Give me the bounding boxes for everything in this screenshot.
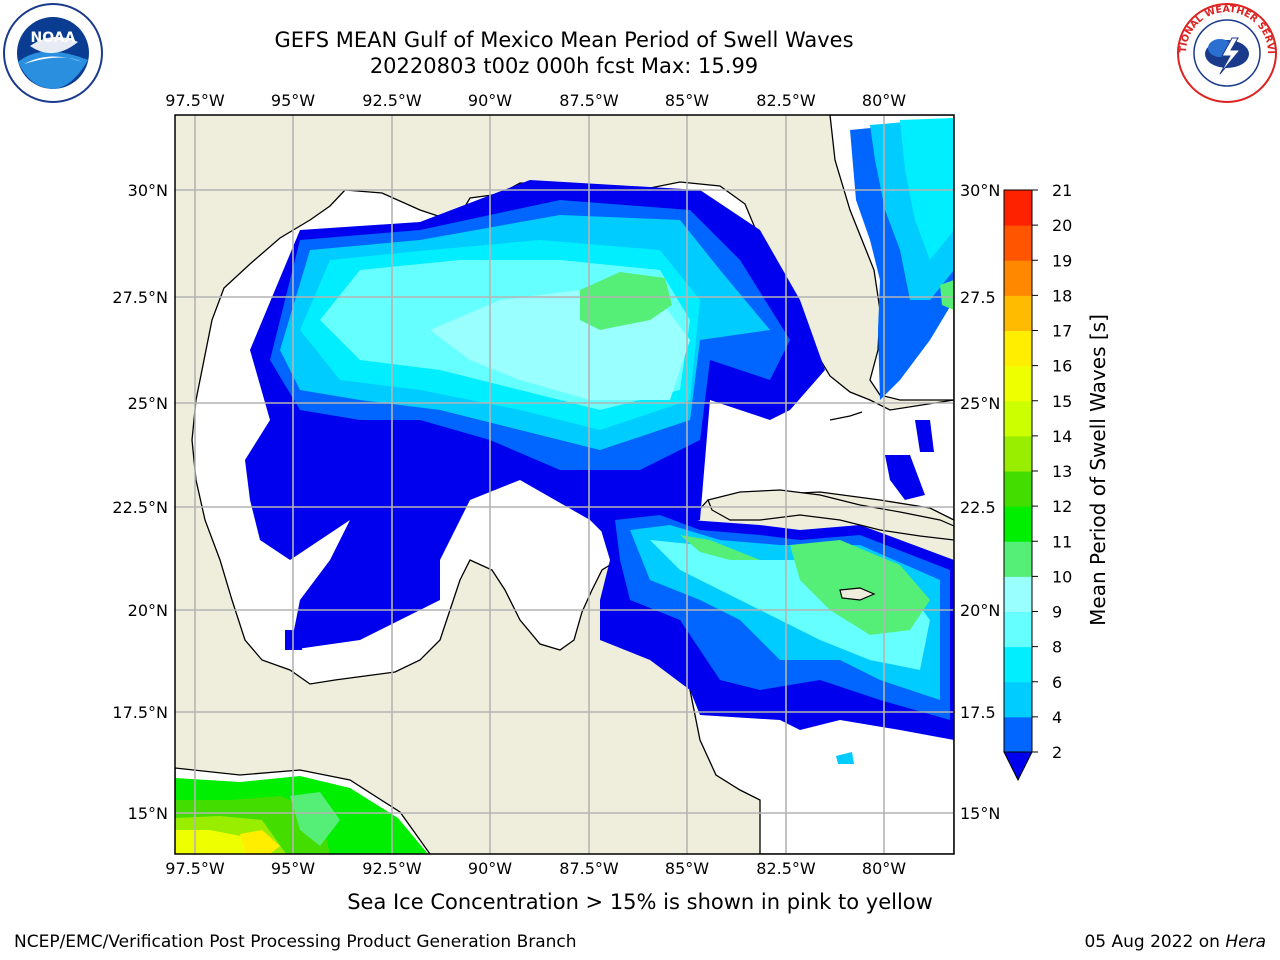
colorbar-tick-label: 21 [1052, 181, 1072, 200]
colorbar-tick-label: 11 [1052, 532, 1072, 551]
lon-label: 97.5°W [165, 91, 225, 110]
credit-line: NCEP/EMC/Verification Post Processing Pr… [14, 932, 577, 952]
lat-labels-left: 30°N 27.5°N 25°N 22.5°N 20°N 17.5°N 15°N [112, 181, 168, 823]
lon-label: 90°W [468, 859, 512, 878]
date-text: 05 Aug 2022 on [1084, 932, 1220, 952]
colorbar-segment [1004, 646, 1032, 683]
colorbar-segment [1004, 365, 1032, 402]
chart-title: GEFS MEAN Gulf of Mexico Mean Period of … [274, 28, 854, 52]
noaa-logo: NOAA [3, 3, 103, 103]
colorbar-under-arrow [1003, 751, 1033, 782]
lat-label: 30°N [960, 181, 1000, 200]
lon-label: 85°W [665, 91, 709, 110]
chart-subtitle: 20220803 t00z 000h fcst Max: 15.99 [369, 54, 759, 78]
lon-label: 92.5°W [362, 91, 422, 110]
lat-label: 30°N [128, 181, 168, 200]
lon-label: 97.5°W [165, 859, 225, 878]
colorbar-segment [1004, 330, 1032, 367]
colorbar-segment [1004, 435, 1032, 472]
map-frame [174, 114, 955, 855]
colorbar-tick-label: 8 [1052, 638, 1062, 657]
lat-labels-right: 30°N 27.5 25°N 22.5 20°N 17.5 15°N [960, 181, 1000, 823]
lat-label: 20°N [128, 601, 168, 620]
lon-label: 80°W [862, 859, 906, 878]
lat-label: 15°N [128, 804, 168, 823]
nws-logo: NATIONAL WEATHER SERVICE [1176, 2, 1277, 103]
cuba [707, 489, 954, 541]
colorbar-segment [1004, 225, 1032, 261]
colorbar-segment [1004, 576, 1032, 612]
colorbar-tick-label: 9 [1052, 603, 1062, 622]
lon-label: 85°W [665, 859, 709, 878]
colorbar-segment [1004, 716, 1032, 753]
colorbar-tick-label: 12 [1052, 497, 1072, 516]
colorbar-tick-label: 2 [1052, 743, 1062, 762]
lon-labels-top: 97.5°W 95°W 92.5°W 90°W 87.5°W 85°W 82.5… [165, 91, 906, 110]
lon-label: 87.5°W [559, 859, 619, 878]
lat-label: 15°N [960, 804, 1000, 823]
lon-label: 95°W [271, 859, 315, 878]
noaa-logo-text: NOAA [31, 30, 76, 46]
colorbar-tick-label: 4 [1052, 708, 1062, 727]
colorbar-segment [1004, 400, 1032, 437]
ice-note: Sea Ice Concentration > 15% is shown in … [347, 890, 933, 914]
colorbar-title: Mean Period of Swell Waves [s] [1086, 314, 1110, 626]
lon-label: 95°W [271, 91, 315, 110]
colorbar-segment [1004, 295, 1032, 331]
colorbar-segment [1004, 681, 1032, 718]
lat-label: 27.5 [960, 288, 996, 307]
florida-keys [829, 411, 863, 421]
colorbar-tick-label: 6 [1052, 673, 1062, 692]
colorbar-tick-label: 18 [1052, 286, 1072, 305]
colorbar-tick-label: 20 [1052, 216, 1072, 235]
lat-label: 25°N [960, 394, 1000, 413]
lon-label: 82.5°W [756, 859, 816, 878]
map-panel [175, 115, 954, 854]
colorbar-segment [1004, 471, 1032, 507]
host-name: Hera [1225, 932, 1266, 952]
colorbar-tick-label: 16 [1052, 357, 1072, 376]
lat-label: 17.5°N [112, 703, 168, 722]
colorbar-segment [1004, 506, 1032, 542]
colorbar-segment [1004, 541, 1032, 577]
colorbar-tick-label: 15 [1052, 392, 1072, 411]
colorbar-segment [1004, 190, 1032, 226]
lon-label: 90°W [468, 91, 512, 110]
colorbar-tick-label: 13 [1052, 462, 1072, 481]
lon-label: 80°W [862, 91, 906, 110]
colorbar-tick-label: 10 [1052, 567, 1072, 586]
colorbar-segment [1004, 260, 1032, 296]
colorbar-tick-label: 19 [1052, 251, 1072, 270]
lon-label: 87.5°W [559, 91, 619, 110]
colorbar: 2 4 6 8 9 10 11 12 13 14 15 16 17 18 19 20 21 [1003, 181, 1072, 782]
pacific-shading [175, 776, 428, 854]
lat-label: 22.5 [960, 498, 996, 517]
colorbar-tick-label: 17 [1052, 322, 1072, 341]
lon-label: 92.5°W [362, 859, 422, 878]
lat-label: 22.5°N [112, 498, 168, 517]
lat-label: 20°N [960, 601, 1000, 620]
colorbar-segment [1004, 611, 1032, 648]
lon-labels-bottom: 97.5°W 95°W 92.5°W 90°W 87.5°W 85°W 82.5… [165, 859, 906, 878]
lat-label: 27.5°N [112, 288, 168, 307]
lon-label: 82.5°W [756, 91, 816, 110]
lat-label: 25°N [128, 394, 168, 413]
map-grid [175, 115, 954, 854]
lat-label: 17.5 [960, 703, 996, 722]
land-features [707, 411, 954, 601]
colorbar-tick-label: 14 [1052, 427, 1072, 446]
date-line: 05 Aug 2022 on Hera [1084, 932, 1266, 952]
jamaica [839, 587, 876, 601]
